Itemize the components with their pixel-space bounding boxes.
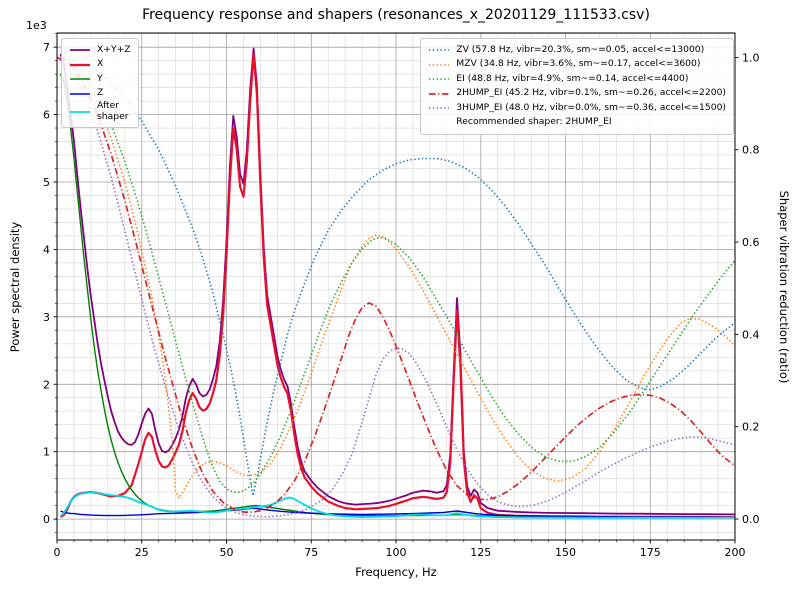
legend-label-after-shaper: After shaper	[97, 100, 129, 122]
legend-label-mzv: MZV (34.8 Hz, vibr=3.6%, sm~=0.17, accel…	[456, 58, 701, 70]
y-left-tick-label: 3	[43, 311, 50, 324]
legend-item-sum: X+Y+Z	[69, 43, 131, 58]
y-left-tick-label: 4	[43, 243, 50, 256]
legend-item-y: Y	[69, 72, 131, 87]
plot-title: Frequency response and shapers (resonanc…	[142, 7, 650, 23]
3hump-ei-line-sample	[429, 107, 450, 110]
series-after_shaper-line	[59, 491, 736, 519]
shaper-legend: ZV (57.8 Hz, vibr=20.3%, sm~=0.05, accel…	[420, 38, 734, 135]
y-left-tick-label: 1	[43, 446, 50, 459]
x-tick-label: 200	[725, 546, 746, 559]
recommended-shaper-text: Recommended shaper: 2HUMP_EI	[456, 116, 612, 128]
x-tick-label: 125	[470, 546, 491, 559]
y-line-sample	[70, 78, 90, 80]
y-right-tick-label: 0.6	[742, 236, 760, 249]
y-right-tick-label: 1.0	[742, 51, 760, 64]
y-left-tick-label: 7	[43, 41, 50, 54]
y-left-tick-label: 2	[43, 378, 50, 391]
legend-label-3hump-ei: 3HUMP_EI (48.0 Hz, vibr=0.0%, sm~=0.36, …	[456, 101, 726, 113]
series-mzv-line	[56, 56, 736, 500]
y-right-tick-label: 0.2	[742, 421, 760, 434]
x-tick-label: 150	[555, 546, 576, 559]
series-3hump_ei-line	[56, 56, 736, 518]
series-ei-line	[56, 56, 736, 494]
legend-label-sum: X+Y+Z	[97, 43, 131, 55]
legend-label-y: Y	[97, 72, 103, 84]
legend-item-3hump-ei: 3HUMP_EI (48.0 Hz, vibr=0.0%, sm~=0.36, …	[428, 101, 726, 116]
series-psd_z-line	[60, 507, 736, 518]
z-line-sample	[70, 93, 90, 95]
y-left-tick-label: 6	[43, 109, 50, 122]
legend-label-z: Z	[97, 87, 104, 99]
y-axis-offset-text: 1e3	[26, 19, 47, 32]
y-right-tick-label: 0.8	[742, 144, 760, 157]
mzv-line-sample	[429, 63, 450, 66]
legend-label-ei: EI (48.8 Hz, vibr=4.9%, sm~=0.14, accel<…	[456, 72, 689, 84]
series-psd_x-line	[59, 52, 735, 519]
zv-line-sample	[429, 49, 450, 52]
x-tick-label: 75	[304, 546, 318, 559]
y-left-tick-label: 0	[43, 513, 50, 526]
x-axis-label: Frequency, Hz	[355, 565, 437, 579]
legend-item-ei: EI (48.8 Hz, vibr=4.9%, sm~=0.14, accel<…	[428, 72, 726, 87]
after-shaper-line-sample	[70, 110, 90, 113]
legend-item-x: X	[69, 58, 131, 73]
legend-label-2hump-ei: 2HUMP_EI (45.2 Hz, vibr=0.1%, sm~=0.26, …	[456, 87, 726, 99]
legend-item-2hump-ei: 2HUMP_EI (45.2 Hz, vibr=0.1%, sm~=0.26, …	[428, 87, 726, 102]
y-axis-left-label: Power spectral density	[8, 221, 22, 353]
legend-label-zv: ZV (57.8 Hz, vibr=20.3%, sm~=0.05, accel…	[456, 43, 705, 55]
ei-line-sample	[429, 78, 450, 81]
y-right-tick-label: 0.4	[742, 328, 760, 341]
2hump-ei-line-sample	[429, 92, 450, 95]
x-line-sample	[70, 63, 90, 66]
x-tick-label: 25	[135, 546, 149, 559]
x-tick-label: 50	[220, 546, 234, 559]
legend-item-zv: ZV (57.8 Hz, vibr=20.3%, sm~=0.05, accel…	[428, 43, 726, 58]
legend-item-recommended: Recommended shaper: 2HUMP_EI	[428, 116, 726, 131]
y-axis-right-label: Shaper vibration reduction (ratio)	[777, 190, 791, 384]
psd-legend: X+Y+Z X Y Z After shaper	[61, 38, 139, 128]
legend-label-x: X	[97, 58, 104, 70]
x-tick-label: 0	[54, 546, 61, 559]
x-tick-label: 100	[386, 546, 407, 559]
sum-line-sample	[70, 49, 90, 52]
blank-legend-handle	[428, 118, 450, 128]
series-2hump_ei-line	[56, 56, 736, 513]
legend-item-after-shaper: After shaper	[69, 100, 131, 123]
y-right-tick-label: 0.0	[742, 513, 760, 526]
legend-item-mzv: MZV (34.8 Hz, vibr=3.6%, sm~=0.17, accel…	[428, 58, 726, 73]
legend-item-z: Z	[69, 87, 131, 102]
y-left-tick-label: 5	[43, 176, 50, 189]
x-tick-label: 175	[640, 546, 661, 559]
